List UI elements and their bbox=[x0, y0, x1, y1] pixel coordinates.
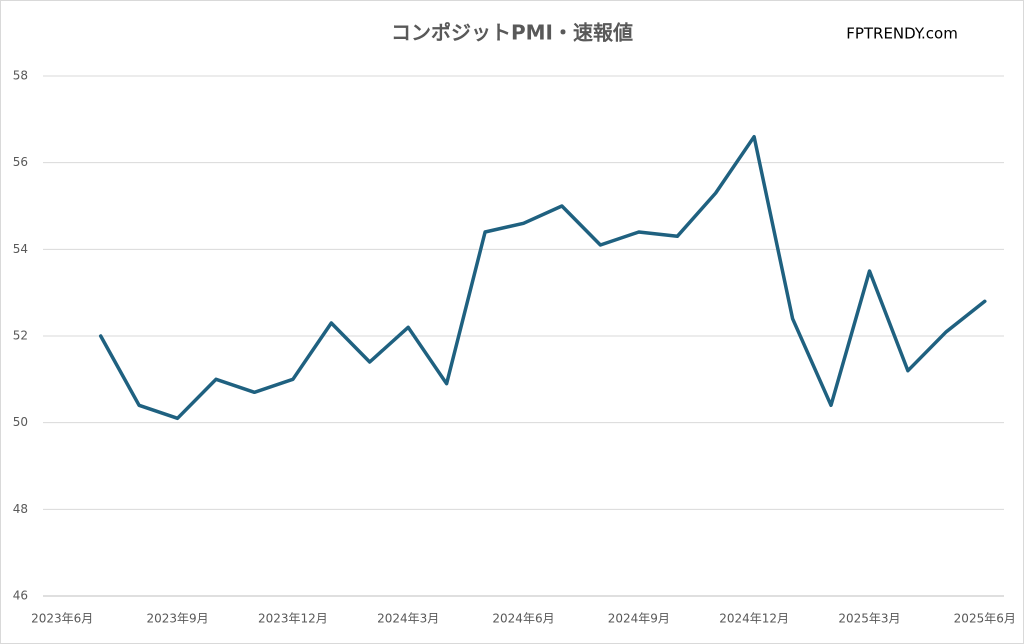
x-tick-label: 2023年9月 bbox=[146, 612, 208, 626]
chart-title: コンポジットPMI・速報値 bbox=[391, 21, 633, 45]
x-tick-label: 2023年12月 bbox=[258, 612, 328, 626]
x-tick-label: 2025年3月 bbox=[838, 612, 900, 626]
x-tick-label: 2024年3月 bbox=[377, 612, 439, 626]
y-tick-label: 56 bbox=[13, 155, 28, 169]
y-tick-label: 52 bbox=[13, 329, 28, 343]
watermark: FPTRENDY.com bbox=[846, 25, 958, 43]
y-tick-label: 50 bbox=[13, 415, 28, 429]
y-tick-label: 46 bbox=[13, 589, 28, 603]
y-tick-label: 58 bbox=[13, 69, 28, 83]
x-tick-label: 2023年6月 bbox=[31, 612, 93, 626]
line bbox=[98, 134, 987, 421]
x-tick-label: 2025年6月 bbox=[954, 612, 1016, 626]
x-tick-label: 2024年9月 bbox=[608, 612, 670, 626]
x-tick-label: 2024年6月 bbox=[492, 612, 554, 626]
y-tick-label: 48 bbox=[13, 502, 28, 516]
x-tick-label: 2024年12月 bbox=[719, 612, 789, 626]
y-tick-label: 54 bbox=[13, 242, 28, 256]
